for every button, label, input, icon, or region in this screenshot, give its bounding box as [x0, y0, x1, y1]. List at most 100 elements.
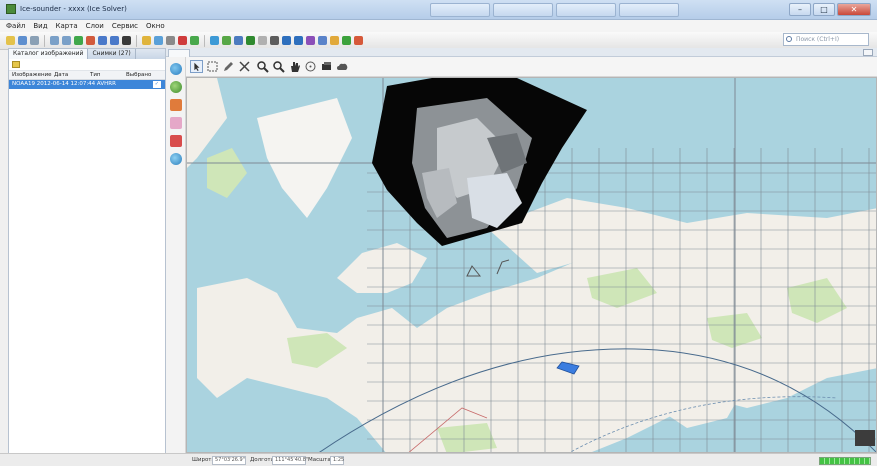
crop-icon[interactable]	[238, 60, 251, 73]
select-icon[interactable]	[206, 60, 219, 73]
map-canvas[interactable]	[187, 78, 877, 453]
add-layer-icon[interactable]	[74, 36, 83, 45]
greenland	[257, 98, 352, 218]
catalog-row[interactable]: NOAA19 2012-06-14 12:07:44 AVHRR ✓	[9, 80, 165, 89]
minimize-button[interactable]: –	[789, 3, 811, 16]
tab-map[interactable]	[168, 49, 190, 57]
title-bar: Ice-sounder - xxxx (Ice Solver) – □ ✕	[0, 0, 877, 20]
column-header[interactable]: Выбрано	[126, 72, 152, 78]
menu-layers[interactable]: Слои	[85, 22, 104, 30]
check-icon[interactable]	[342, 36, 351, 45]
save-icon[interactable]	[18, 36, 27, 45]
maximize-button[interactable]: □	[813, 3, 835, 16]
map-view[interactable]	[186, 77, 877, 453]
open-icon[interactable]	[6, 36, 15, 45]
cut-icon[interactable]	[122, 36, 131, 45]
stop-icon[interactable]	[178, 36, 187, 45]
tab-image-catalog[interactable]: Каталог изображений	[9, 49, 89, 59]
marker-icon[interactable]	[466, 265, 482, 277]
panel-tabs: Каталог изображений Снимки (27)	[9, 49, 165, 59]
zoom-in-icon[interactable]	[256, 60, 269, 73]
flag-icon[interactable]	[556, 361, 580, 375]
redo-icon[interactable]	[62, 36, 71, 45]
search-placeholder: Поиск (Ctrl+I)	[796, 36, 840, 43]
search-icon	[786, 36, 792, 42]
pencil-icon[interactable]	[170, 99, 182, 111]
search-input[interactable]: Поиск (Ctrl+I)	[783, 33, 869, 46]
route-line	[408, 407, 488, 452]
row-name: NOAA19 2012-06-14 12:07:44 AVHRR	[12, 81, 116, 87]
star-icon[interactable]	[142, 36, 151, 45]
maximize-panel-button[interactable]	[863, 49, 873, 56]
settings-icon[interactable]	[258, 36, 267, 45]
menu-file[interactable]: Файл	[6, 22, 26, 30]
grid-icon[interactable]	[166, 36, 175, 45]
marker-icon[interactable]	[170, 135, 182, 147]
eraser-icon[interactable]	[170, 117, 182, 129]
status-bar: Широта: 57°03'26.9" Долгота: 111°45'40.8…	[0, 453, 877, 466]
scale-box	[855, 430, 875, 446]
layers-icon[interactable]	[222, 36, 231, 45]
refresh-icon[interactable]	[210, 36, 219, 45]
longitude-label: Долгота:	[250, 457, 276, 463]
remove-layer-icon[interactable]	[86, 36, 95, 45]
earth-icon[interactable]	[170, 81, 182, 93]
cloud-imagery	[422, 168, 457, 218]
latitude-value: 57°03'26.9"	[212, 456, 246, 465]
close-button[interactable]: ✕	[837, 3, 871, 16]
orbit-track	[319, 348, 876, 452]
export-icon[interactable]	[110, 36, 119, 45]
taskbar-button[interactable]	[619, 3, 679, 17]
satellite-icon[interactable]	[246, 36, 255, 45]
lock-icon[interactable]	[330, 36, 339, 45]
taskbar-button[interactable]	[556, 3, 616, 17]
forest-patch	[587, 268, 657, 308]
column-header[interactable]: Изображение	[12, 72, 52, 78]
catalog-header: Изображение Дата Тип Выбрано	[9, 71, 165, 80]
zoom-out-icon[interactable]	[272, 60, 285, 73]
import-icon[interactable]	[98, 36, 107, 45]
menu-map[interactable]: Карта	[55, 22, 78, 30]
menu-view[interactable]: Вид	[33, 22, 48, 30]
ruler-icon[interactable]	[270, 36, 279, 45]
menu-bar: Файл Вид Карта Слои Сервис Окно	[0, 20, 877, 32]
landmass-west	[187, 78, 227, 168]
pencil-marker-icon[interactable]	[496, 259, 510, 275]
cloud-imagery	[487, 133, 527, 173]
print-icon[interactable]	[30, 36, 39, 45]
menu-window[interactable]: Окно	[146, 22, 165, 30]
layer-stack-icon[interactable]	[320, 60, 333, 73]
cloud-icon[interactable]	[336, 60, 349, 73]
folder-icon[interactable]	[12, 61, 20, 68]
world-icon[interactable]	[170, 153, 182, 165]
table-icon[interactable]	[318, 36, 327, 45]
bug-icon[interactable]	[354, 36, 363, 45]
taskbar-button[interactable]	[430, 3, 490, 17]
taskbar-button[interactable]	[493, 3, 553, 17]
chart-icon[interactable]	[294, 36, 303, 45]
forest-patch	[207, 148, 247, 198]
undo-icon[interactable]	[50, 36, 59, 45]
image-catalog-panel: Каталог изображений Снимки (27) Изображе…	[8, 48, 166, 458]
play-icon[interactable]	[190, 36, 199, 45]
tab-images[interactable]: Снимки (27)	[88, 49, 136, 59]
window-title: Ice-sounder - xxxx (Ice Solver)	[20, 5, 127, 13]
siberia	[487, 198, 876, 273]
info-icon[interactable]	[282, 36, 291, 45]
column-header[interactable]: Тип	[90, 72, 101, 78]
globe-icon[interactable]	[170, 63, 182, 75]
column-header[interactable]: Дата	[54, 72, 69, 78]
menu-service[interactable]: Сервис	[111, 22, 138, 30]
pointer-icon[interactable]	[190, 60, 203, 73]
globe-icon[interactable]	[154, 36, 163, 45]
britain	[217, 303, 257, 338]
flag-icon[interactable]	[306, 36, 315, 45]
progress-bar	[819, 457, 871, 465]
pan-icon[interactable]	[288, 60, 301, 73]
forest-patch	[287, 333, 347, 368]
pencil-tool-icon[interactable]	[222, 60, 235, 73]
document-tabs	[166, 48, 877, 57]
extent-icon[interactable]	[304, 60, 317, 73]
filter-icon[interactable]	[234, 36, 243, 45]
map-toolbar	[186, 57, 877, 77]
